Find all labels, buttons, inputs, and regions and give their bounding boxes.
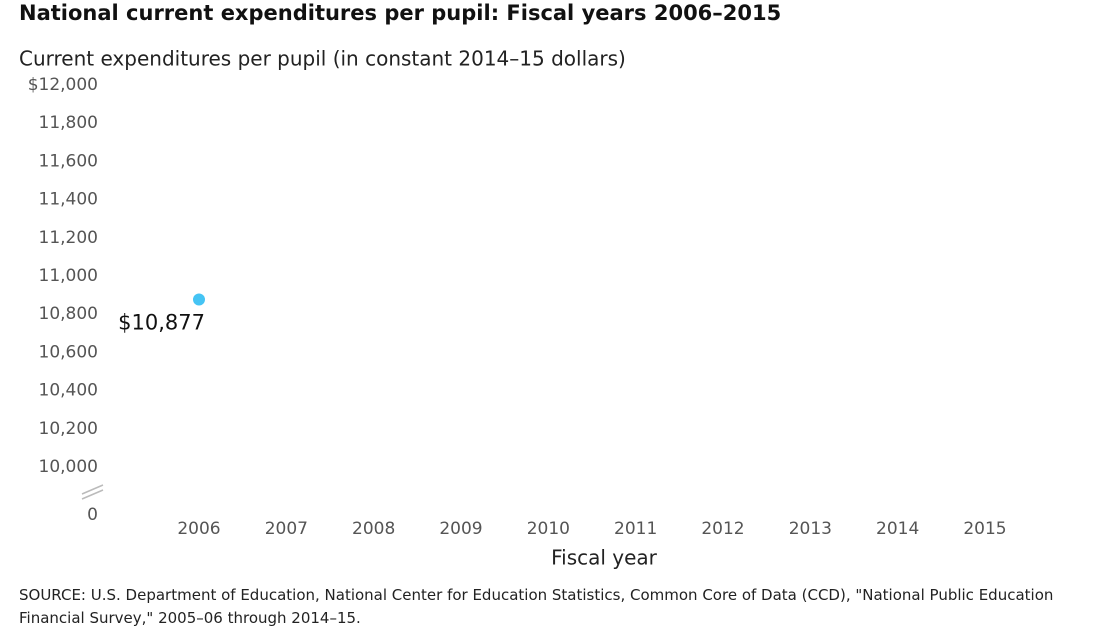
x-tick-label: 2006 [177, 519, 220, 539]
y-tick-label: 11,400 [39, 190, 98, 210]
value-label: $10,877 [118, 310, 205, 334]
y-tick-label: 10,800 [39, 304, 98, 324]
y-tick-label: 0 [87, 505, 98, 525]
x-axis-label: Fiscal year [551, 546, 658, 570]
y-tick-label: 10,200 [39, 419, 98, 439]
axis-break [81, 484, 104, 500]
y-tick-label: 10,000 [39, 457, 98, 477]
x-tick-label: 2008 [352, 519, 395, 539]
x-tick-label: 2015 [963, 519, 1006, 539]
break-line [81, 484, 104, 495]
x-tick-label: 2009 [439, 519, 482, 539]
x-tick-label: 2012 [701, 519, 744, 539]
y-tick-label: 11,800 [39, 113, 98, 133]
y-tick-label: 11,200 [39, 228, 98, 248]
x-tick-label: 2010 [527, 519, 570, 539]
x-tick-label: 2013 [789, 519, 832, 539]
y-tick-label: 11,600 [39, 151, 98, 171]
chart-title: National current expenditures per pupil:… [19, 1, 781, 25]
y-tick-label: 10,600 [39, 342, 98, 362]
source-note: SOURCE: U.S. Department of Education, Na… [19, 586, 1054, 627]
point [193, 293, 205, 306]
y-tick-label: $12,000 [28, 75, 98, 95]
chart: National current expenditures per pupil:… [19, 1, 1007, 570]
x-tick-label: 2007 [265, 519, 308, 539]
x-tick-label: 2011 [614, 519, 657, 539]
y-tick-label: 11,000 [39, 266, 98, 286]
y-tick-label: 10,400 [39, 381, 98, 401]
x-tick-label: 2014 [876, 519, 919, 539]
y-axis-label: Current expenditures per pupil (in const… [19, 47, 626, 71]
break-line [81, 489, 104, 500]
